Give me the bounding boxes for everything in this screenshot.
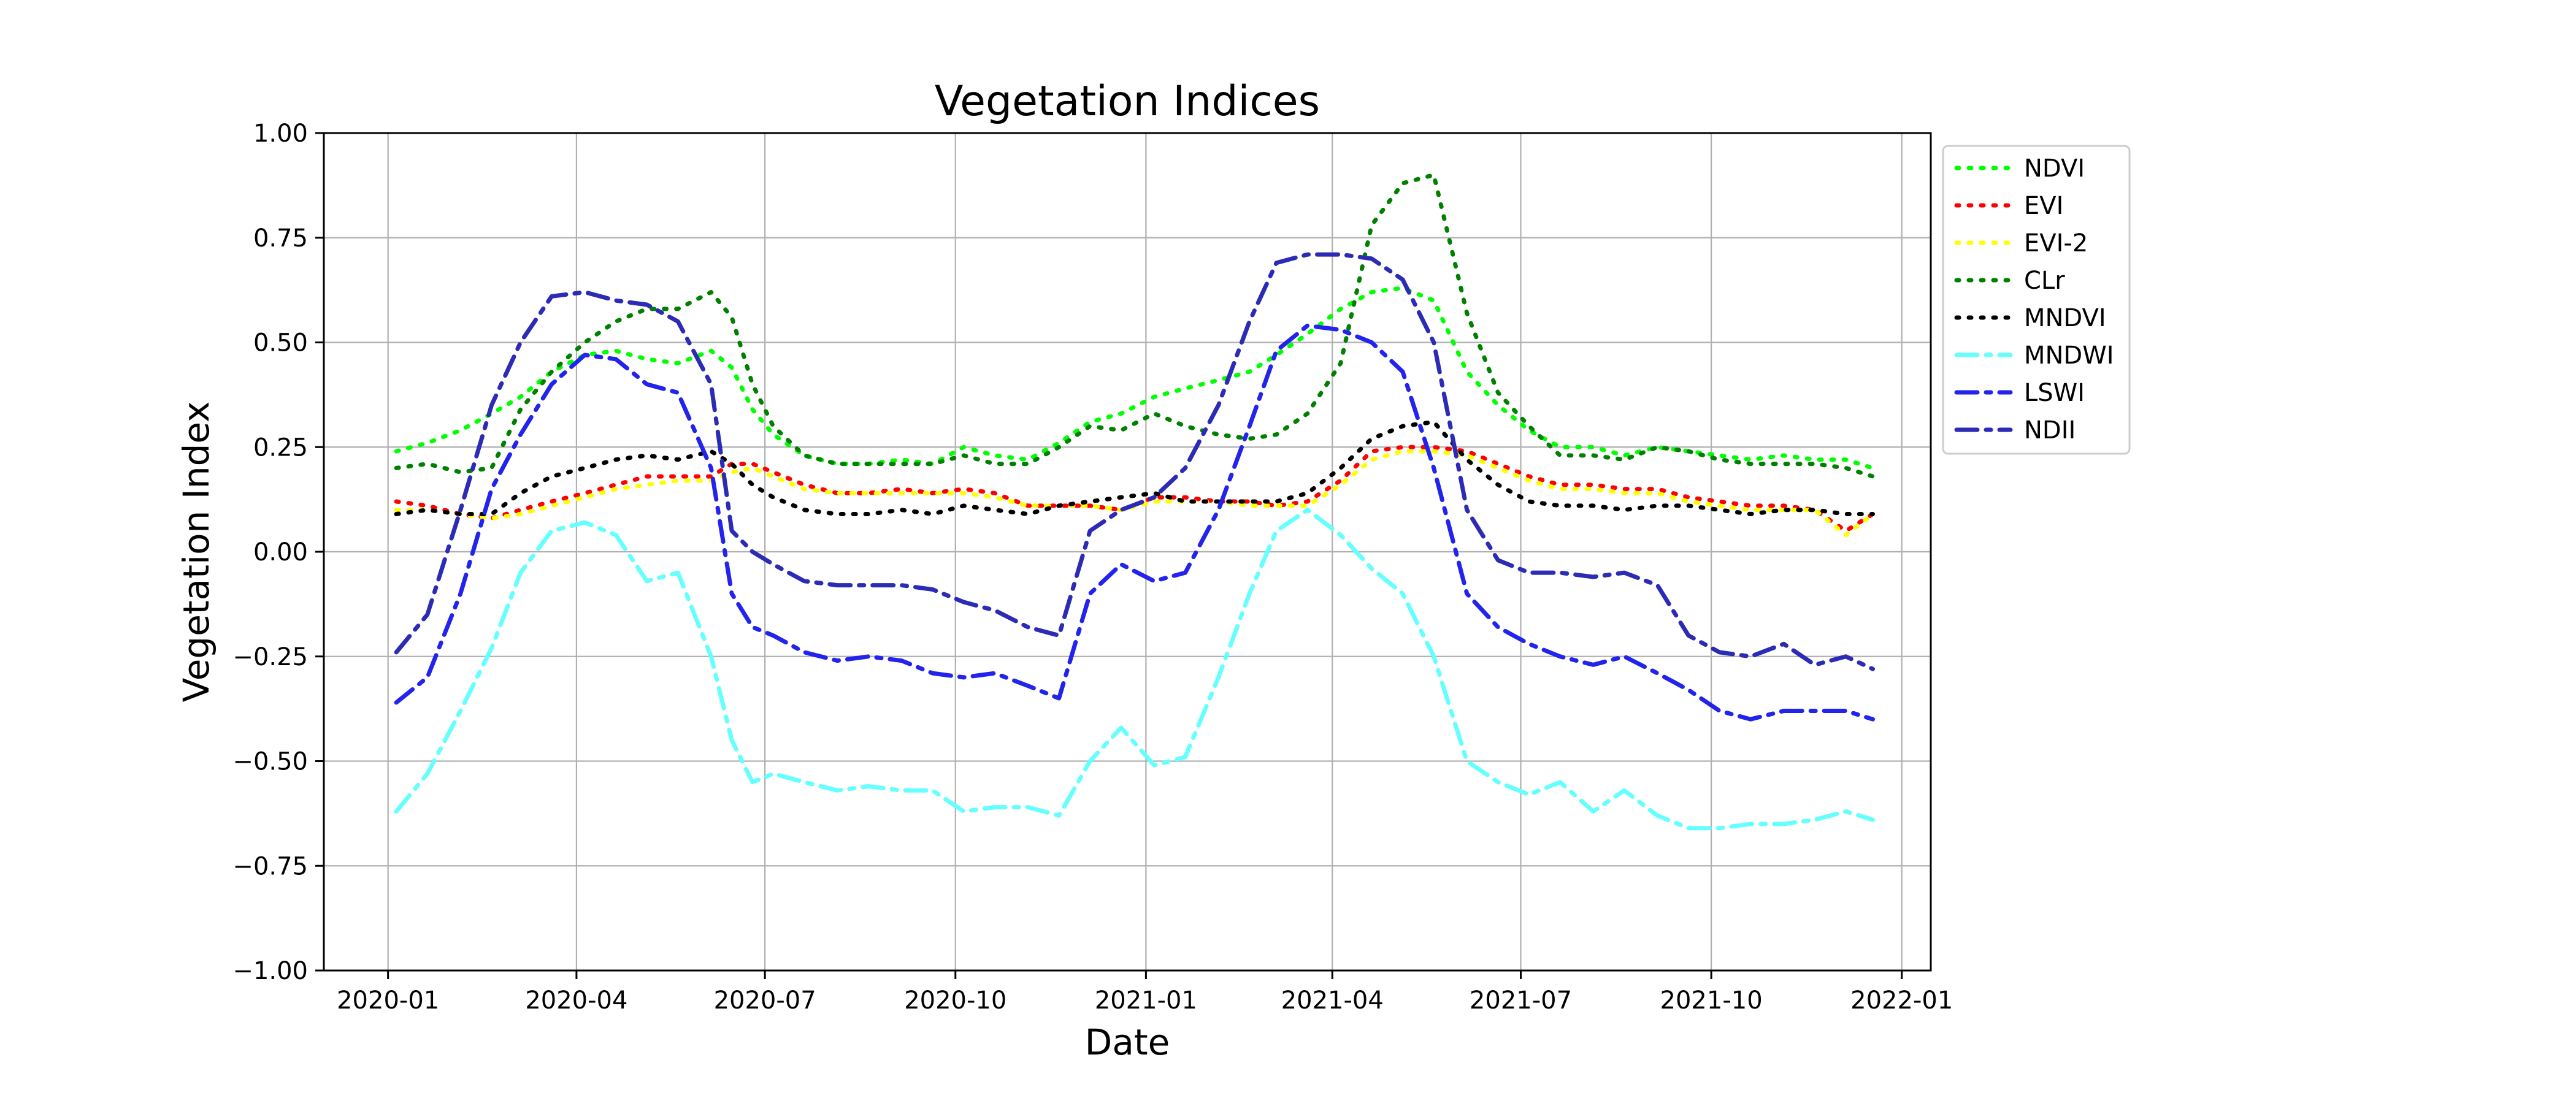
y-tick-label: −0.25 — [232, 643, 308, 671]
legend-label: EVI — [2024, 192, 2063, 220]
legend-label: NDVI — [2024, 154, 2085, 183]
series-line-mndwi — [394, 508, 1875, 831]
series-line-lswi — [394, 323, 1875, 722]
y-tick-label: 0.50 — [253, 329, 308, 357]
legend-label: EVI-2 — [2024, 229, 2088, 257]
chart-title: Vegetation Indices — [935, 77, 1320, 126]
x-tick-label: 2020-07 — [714, 986, 816, 1015]
x-tick-label: 2021-04 — [1281, 986, 1384, 1015]
series-line-ndii — [394, 252, 1875, 671]
y-tick-label: 1.00 — [253, 120, 308, 148]
series-line-mndvi — [394, 419, 1875, 516]
legend-label: NDII — [2024, 416, 2076, 444]
y-tick-label: −0.75 — [232, 852, 308, 880]
y-tick-label: 0.25 — [253, 433, 308, 462]
y-tick-label: 0.75 — [253, 224, 308, 253]
y-tick-label: 0.00 — [253, 538, 308, 566]
x-tick-label: 2021-07 — [1470, 986, 1572, 1015]
series-line-evi — [394, 444, 1875, 533]
x-tick-label: 2020-10 — [904, 986, 1006, 1015]
legend-label: LSWI — [2024, 379, 2085, 407]
series-lines — [394, 172, 1875, 831]
legend-label: CLr — [2024, 267, 2065, 295]
y-tick-label: −0.50 — [232, 748, 308, 776]
x-tick-label: 2022-01 — [1850, 986, 1953, 1015]
x-tick-label: 2020-04 — [525, 986, 627, 1015]
x-tick-label: 2020-01 — [337, 986, 439, 1015]
x-tick-label: 2021-10 — [1660, 986, 1763, 1015]
y-axis-ticks: −1.00 −0.75 −0.50 −0.25 0.00 0.25 0.50 0.75 1.00 — [232, 120, 324, 985]
legend-box — [1942, 145, 2131, 455]
x-tick-label: 2021-01 — [1095, 986, 1197, 1015]
legend-label: MNDWI — [2024, 341, 2114, 370]
y-axis-label: Vegetation Index — [175, 402, 217, 703]
x-axis-label: Date — [1085, 1021, 1170, 1063]
legend-label: MNDVI — [2024, 304, 2106, 332]
x-axis-ticks: 2020-01 2020-04 2020-07 2020-10 2021-01 2021-… — [337, 971, 1953, 1015]
y-tick-label: −1.00 — [232, 957, 308, 985]
legend: NDVI EVI EVI-2 CLr MNDVI MNDWI LSWI NDII — [1942, 145, 2131, 455]
series-line-ndvi — [394, 286, 1875, 470]
